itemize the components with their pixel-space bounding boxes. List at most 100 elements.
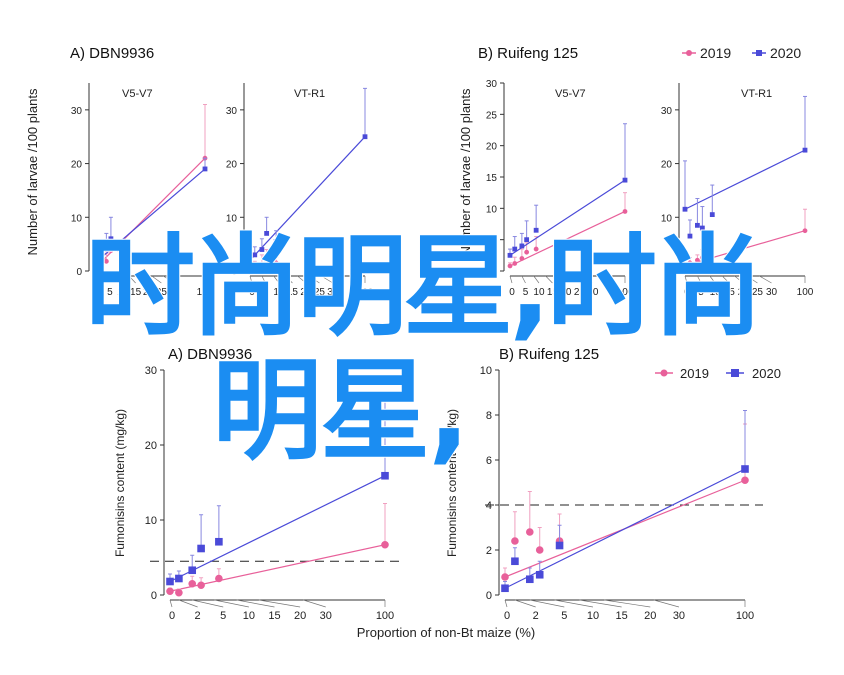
point-2020	[259, 247, 265, 252]
x-tick-label: 30	[673, 610, 685, 622]
point-2019	[699, 255, 705, 260]
point-2019	[166, 587, 174, 596]
y-tick-label: 20	[226, 160, 238, 171]
point-2020	[264, 231, 270, 236]
x-tick	[285, 275, 293, 284]
legend-marker-2020-b	[731, 369, 739, 377]
x-tick	[604, 599, 651, 608]
panel-subtitle: VT-R1	[741, 88, 772, 100]
series-line-2020	[509, 179, 626, 256]
x-tick	[557, 275, 567, 284]
point-2020	[197, 544, 205, 553]
x-tick	[721, 275, 730, 284]
x-tick	[509, 275, 513, 284]
x-tick-label: 30	[766, 287, 778, 298]
x-tick	[579, 599, 622, 608]
x-axis-label: Proportion of non-Bt maize (%)	[357, 625, 535, 640]
x-tick	[303, 599, 326, 608]
x-tick-label: 20	[738, 287, 750, 298]
x-tick-label: 0	[169, 610, 175, 622]
point-2019	[709, 255, 715, 260]
panel-title: B) Ruifeng 125	[478, 45, 578, 62]
point-2020	[103, 247, 109, 252]
y-tick-label: 4	[486, 500, 492, 512]
panel-title: A) DBN9936	[168, 346, 252, 363]
x-tick-label: 20	[644, 610, 656, 622]
point-2020	[247, 257, 253, 263]
panel-subtitle: V5-V7	[555, 88, 586, 100]
x-tick-label: 5	[220, 610, 226, 622]
y-tick-label: 8	[486, 410, 492, 422]
y-tick-label: 0	[231, 267, 237, 278]
x-tick	[309, 275, 320, 284]
y-tick-label: 15	[486, 173, 498, 184]
x-tick-label: 30	[169, 287, 181, 298]
point-2020	[362, 134, 368, 140]
y-tick-label: 20	[71, 160, 83, 171]
x-tick-label: 15	[616, 610, 628, 622]
x-tick	[697, 275, 702, 284]
x-tick	[117, 275, 124, 284]
y-tick-label: 5	[491, 236, 497, 247]
series-line-2019	[684, 230, 806, 267]
point-2020	[381, 471, 389, 480]
x-tick-label: 25	[574, 287, 586, 298]
point-2020	[273, 239, 279, 244]
series-line-2019	[169, 544, 386, 592]
point-2020	[512, 246, 518, 252]
x-tick-label: 100	[617, 287, 634, 298]
y-tick-label: 20	[145, 440, 157, 452]
x-tick-label: 10	[273, 287, 285, 298]
x-tick-label: 100	[376, 610, 394, 622]
point-2020	[802, 147, 808, 153]
x-tick-label: 15	[130, 287, 142, 298]
series-line-2020	[169, 475, 386, 583]
point-2019	[533, 246, 539, 252]
x-tick-label: 0	[509, 287, 515, 298]
y-tick-label: 10	[480, 365, 492, 377]
point-2019	[535, 546, 544, 554]
x-tick	[249, 275, 253, 284]
x-tick	[128, 275, 136, 284]
x-tick	[214, 599, 249, 608]
legend-marker-2020	[756, 50, 762, 56]
point-2020	[175, 574, 183, 583]
point-2020	[526, 575, 534, 584]
x-tick	[653, 599, 680, 608]
x-tick	[684, 275, 688, 284]
x-tick	[514, 599, 536, 608]
x-tick-label: 2	[533, 610, 539, 622]
point-2019	[97, 263, 102, 269]
point-2020	[695, 222, 700, 228]
point-2019	[103, 258, 109, 264]
point-2019	[252, 264, 258, 270]
point-2020	[709, 212, 715, 217]
y-tick-label: 6	[486, 455, 492, 467]
x-tick-label: 20	[143, 287, 155, 298]
y-tick-label: 10	[661, 213, 673, 224]
y-tick-label: 2	[486, 545, 492, 557]
x-tick-label: 30	[587, 287, 599, 298]
x-tick-label: 15	[268, 610, 280, 622]
x-tick	[554, 599, 594, 608]
x-tick-label: 2	[195, 610, 201, 622]
x-tick-label: 25	[156, 287, 168, 298]
point-2020	[511, 557, 519, 566]
x-tick	[297, 275, 307, 284]
point-2020	[501, 584, 509, 593]
y-tick-label: 0	[486, 590, 492, 602]
x-tick	[734, 275, 744, 284]
series-line-2020	[249, 136, 366, 261]
x-tick	[759, 275, 772, 284]
point-2020	[117, 247, 123, 252]
point-2019	[197, 581, 205, 590]
x-tick-label: 0	[684, 287, 690, 298]
legend-label-2020-b: 2020	[752, 366, 781, 381]
x-tick-label: 100	[797, 287, 814, 298]
x-tick	[258, 599, 301, 608]
x-tick	[106, 275, 111, 284]
y-tick-label: 0	[491, 267, 497, 278]
y-tick-label: 10	[71, 213, 83, 224]
